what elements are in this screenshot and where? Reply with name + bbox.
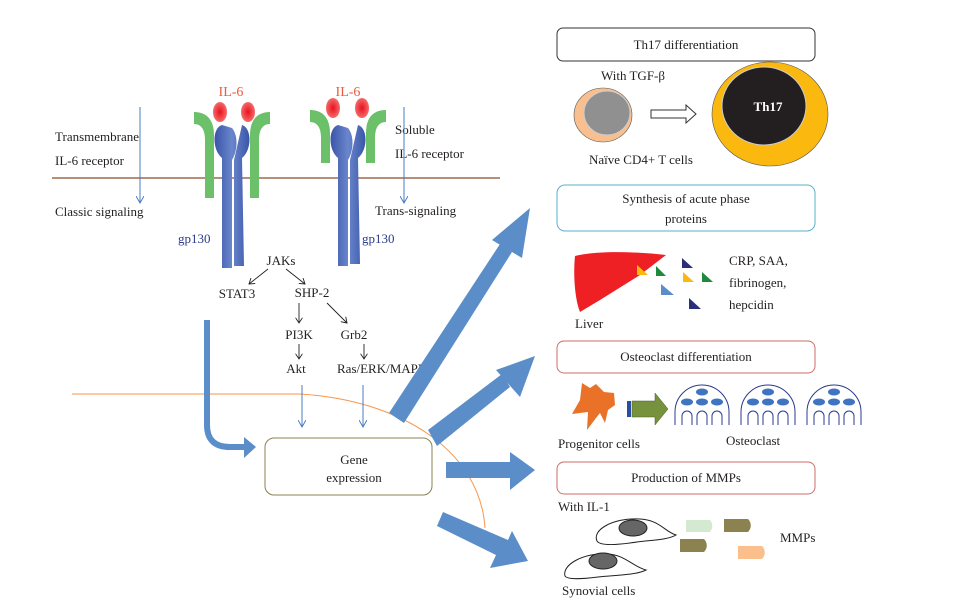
shp2-label: SHP-2 <box>295 285 330 300</box>
stat3-to-gene-arrow <box>204 320 245 450</box>
stat3-label: STAT3 <box>219 286 256 301</box>
osteoclast-box <box>556 340 816 374</box>
tgf-label: With TGF-β <box>601 68 665 83</box>
progenitor-cell-icon <box>572 383 615 430</box>
acute-phase-box <box>556 184 816 232</box>
th17-box <box>556 27 816 62</box>
osteoclast-cell <box>806 384 862 425</box>
proteins-label-3: hepcidin <box>729 297 774 312</box>
transmembrane-label: Transmembrane <box>55 129 139 144</box>
protein-triangles <box>637 258 713 309</box>
mmp-title: Production of MMPs <box>631 470 741 485</box>
mmp-icons <box>680 519 765 559</box>
output-arrows <box>389 208 535 568</box>
expression-label: expression <box>326 470 382 485</box>
soluble-label: Soluble <box>395 122 435 137</box>
proteins-label: CRP, SAA, <box>729 253 788 268</box>
grb2-label: Grb2 <box>341 327 368 342</box>
trans-signaling-label: Trans-signaling <box>375 203 457 218</box>
pi3k-label: PI3K <box>285 327 313 342</box>
th17-cell-label: Th17 <box>754 99 783 114</box>
gp130-label: gp130 <box>178 231 211 246</box>
receptor-complex-membrane <box>194 102 270 268</box>
pathway-arrows <box>249 268 364 359</box>
osteoclast-cell <box>674 384 730 425</box>
il6-label-2: IL-6 <box>336 85 361 100</box>
nuclear-membrane <box>72 393 486 529</box>
gp130-label-2: gp130 <box>362 231 395 246</box>
mmp-box <box>556 461 816 495</box>
receptor-complex-soluble <box>310 98 386 266</box>
proteins-label-2: fibrinogen, <box>729 275 786 290</box>
progenitor-label: Progenitor cells <box>558 436 640 451</box>
liver-label: Liver <box>575 316 604 331</box>
il6-label: IL-6 <box>219 85 244 100</box>
mmps-label: MMPs <box>780 530 815 545</box>
osteoclast-label: Osteoclast <box>726 433 781 448</box>
classic-signaling-label: Classic signaling <box>55 204 144 219</box>
hollow-arrow <box>650 103 697 125</box>
akt-label: Akt <box>286 361 306 376</box>
acute-title-2: proteins <box>665 211 707 226</box>
green-arrow <box>627 392 669 426</box>
gene-expression-box <box>264 437 433 496</box>
acute-title: Synthesis of acute phase <box>622 191 750 206</box>
th17-title: Th17 differentiation <box>634 37 739 52</box>
gene-label: Gene <box>340 452 368 467</box>
il1-label: With IL-1 <box>558 499 610 514</box>
transmembrane-label-2: IL-6 receptor <box>55 153 125 168</box>
soluble-label-2: IL-6 receptor <box>395 146 465 161</box>
synovial-label: Synovial cells <box>562 583 635 598</box>
liver-icon <box>574 252 666 312</box>
osteoclast-title: Osteoclast differentiation <box>620 349 752 364</box>
ras-label: Ras/ERK/MAPK <box>337 361 428 376</box>
osteoclast-icons <box>674 384 862 425</box>
synovial-cell-icon <box>564 518 678 580</box>
osteoclast-cell <box>740 384 796 425</box>
naive-label: Naïve CD4+ T cells <box>589 152 693 167</box>
jaks-label: JAKs <box>267 253 296 268</box>
